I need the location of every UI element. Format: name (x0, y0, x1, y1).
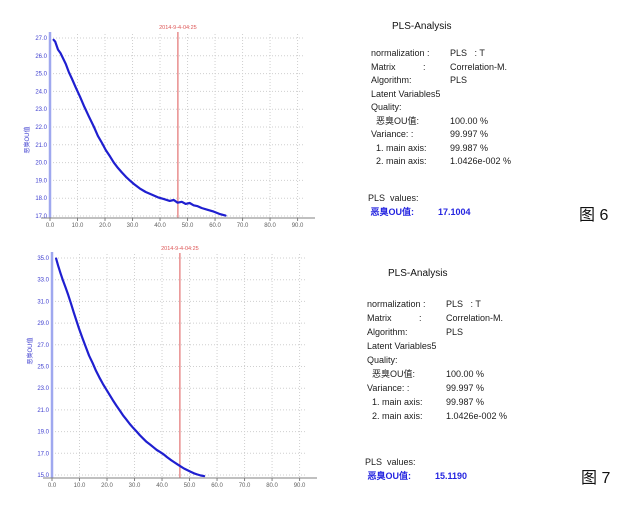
y-tick-label: 27.0 (37, 343, 49, 349)
analysis-row-normalization: normalization : PLS : T (367, 299, 481, 309)
pls-analysis-title: PLS-Analysis (392, 21, 452, 32)
pls-value-result: 恶臭OU值: 17.1004 (368, 206, 471, 217)
y-tick-label: 25.0 (37, 365, 49, 371)
y-tick-label: 17.0 (37, 451, 49, 457)
analysis-row-variance: Variance: :99.997 % (367, 383, 485, 393)
y-tick-label: 26.0 (35, 54, 47, 60)
x-tick-label: 20.0 (101, 483, 113, 489)
y-tick-label: 31.0 (37, 299, 49, 305)
x-tick-label: 10.0 (72, 223, 84, 229)
x-tick-label: 60.0 (209, 223, 221, 229)
analysis-row-ou-quality: 恶臭OU值: 100.00 % (371, 115, 489, 126)
pls-values-heading: PLS values: (365, 457, 416, 467)
pls-values-block: PLS values: 恶臭OU值: 15.1190 (365, 456, 467, 483)
x-tick-label: 50.0 (182, 223, 194, 229)
y-tick-label: 29.0 (37, 321, 49, 327)
odor-ou-decay-chart-fig7: 2014-9-4-04:25 0.0 10.0 20.0 30.0 40.0 50.0 60.… (26, 246, 317, 489)
y-tick-label: 24.0 (35, 89, 47, 95)
y-tick-label: 19.0 (37, 430, 49, 436)
y-tick-label: 15.0 (37, 473, 49, 479)
odor-ou-decay-chart-fig6: 2014-9-4-04:25 0.0 10.0 20.0 30.0 40.0 50.0 60.… (23, 25, 315, 229)
pls-value-result: 恶臭OU值: 15.1190 (365, 470, 468, 481)
x-tick-label: 60.0 (211, 483, 223, 489)
y-tick-label: 33.0 (37, 278, 49, 284)
x-tick-label: 50.0 (184, 483, 196, 489)
x-tick-label: 80.0 (266, 483, 278, 489)
analysis-row-main-axis-2: 2. main axis: 1.0426e-002 % (371, 156, 512, 166)
y-tick-label: 20.0 (35, 161, 47, 167)
analysis-row-algorithm: Algorithm: PLS (367, 327, 464, 337)
x-tick-label: 30.0 (127, 223, 139, 229)
time-marker-label: 2014-9-4-04:25 (159, 25, 197, 31)
analysis-row-main-axis-2: 2. main axis: 1.0426e-002 % (367, 411, 508, 421)
figure-caption-7: 图 7 (581, 470, 611, 487)
x-tick-label: 10.0 (74, 483, 86, 489)
time-marker-label: 2014-9-4-04:25 (161, 246, 199, 252)
y-tick-label: 21.0 (35, 143, 47, 149)
analysis-row-latent-variables: Latent Variables5 (371, 88, 441, 99)
x-tick-label: 40.0 (154, 223, 166, 229)
y-tick-label: 27.0 (35, 36, 47, 42)
analysis-row-quality: Quality: (367, 355, 398, 365)
analysis-row-main-axis-1: 1. main axis: 99.987 % (371, 142, 489, 153)
x-tick-label: 90.0 (294, 483, 306, 489)
y-tick-label: 35.0 (37, 256, 49, 262)
x-tick-label: 0.0 (48, 483, 57, 489)
x-tick-label: 40.0 (156, 483, 168, 489)
analysis-row-normalization: normalization : PLS : T (371, 48, 485, 58)
y-tick-label: 18.0 (35, 196, 47, 202)
x-tick-label: 30.0 (129, 483, 141, 489)
pls-values-heading: PLS values: (368, 193, 419, 203)
analysis-row-quality: Quality: (371, 102, 402, 112)
pls-decay-curve (52, 38, 227, 217)
y-tick-label: 23.0 (35, 107, 47, 113)
pls-analysis-title: PLS-Analysis (388, 268, 448, 279)
x-tick-label: 20.0 (99, 223, 111, 229)
analysis-row-main-axis-1: 1. main axis: 99.987 % (367, 397, 485, 407)
y-tick-label: 21.0 (37, 408, 49, 414)
analysis-row-variance: Variance: :99.997 % (371, 129, 489, 139)
analysis-row-latent-variables: Latent Variables5 (367, 341, 437, 351)
x-tick-label: 80.0 (264, 223, 276, 229)
pls-analysis-report: normalization : PLS : T Matrix : Correlati… (367, 297, 507, 423)
y-tick-label: 22.0 (35, 125, 47, 131)
x-tick-label: 70.0 (239, 483, 251, 489)
y-tick-label: 19.0 (35, 178, 47, 184)
y-axis-title: 恶臭OU值 (26, 337, 34, 364)
x-tick-label: 90.0 (292, 223, 304, 229)
pls-decay-curve (54, 257, 206, 478)
analysis-row-ou-quality: 恶臭OU值: 100.00 % (367, 369, 485, 379)
y-tick-label: 23.0 (37, 386, 49, 392)
x-tick-label: 70.0 (237, 223, 249, 229)
pls-analysis-report: normalization : PLS : T Matrix : Correlati… (371, 47, 511, 169)
analysis-row-matrix: Matrix : Correlation-M. (371, 61, 508, 72)
y-axis-title: 恶臭OU值 (23, 126, 31, 153)
analysis-row-algorithm: Algorithm: PLS (371, 75, 468, 85)
pls-values-block: PLS values: 恶臭OU值: 17.1004 (368, 192, 471, 219)
y-tick-label: 17.0 (35, 214, 47, 220)
figure-caption-6: 图 6 (579, 207, 609, 224)
analysis-row-matrix: Matrix : Correlation-M. (367, 313, 504, 323)
y-tick-label: 25.0 (35, 72, 47, 78)
x-tick-label: 0.0 (46, 223, 55, 229)
